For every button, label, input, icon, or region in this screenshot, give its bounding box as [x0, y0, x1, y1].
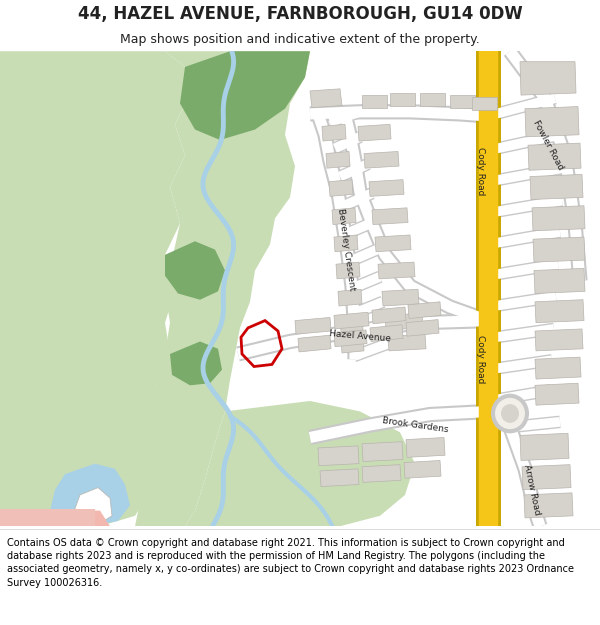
- Polygon shape: [329, 179, 353, 196]
- Polygon shape: [388, 334, 426, 351]
- Polygon shape: [295, 318, 331, 334]
- Polygon shape: [165, 241, 225, 300]
- Polygon shape: [382, 289, 419, 306]
- Text: Brook Gardens: Brook Gardens: [382, 416, 449, 434]
- Polygon shape: [525, 107, 579, 137]
- Text: Hazel Avenue: Hazel Avenue: [329, 329, 391, 343]
- Polygon shape: [524, 493, 573, 518]
- Polygon shape: [420, 93, 445, 106]
- Polygon shape: [336, 262, 360, 279]
- Text: Contains OS data © Crown copyright and database right 2021. This information is : Contains OS data © Crown copyright and d…: [7, 538, 574, 588]
- Text: Fowler Road: Fowler Road: [531, 119, 565, 172]
- Text: Cody Road: Cody Road: [476, 147, 485, 196]
- Polygon shape: [385, 313, 423, 330]
- Polygon shape: [372, 307, 406, 324]
- Text: 44, HAZEL AVENUE, FARNBOROUGH, GU14 0DW: 44, HAZEL AVENUE, FARNBOROUGH, GU14 0DW: [77, 6, 523, 23]
- Text: Cody Road: Cody Road: [476, 335, 485, 383]
- Polygon shape: [334, 235, 358, 252]
- Polygon shape: [50, 464, 130, 526]
- Polygon shape: [0, 511, 110, 526]
- Polygon shape: [534, 268, 585, 294]
- Circle shape: [494, 397, 526, 430]
- Text: Map shows position and indicative extent of the property.: Map shows position and indicative extent…: [120, 34, 480, 46]
- Polygon shape: [535, 329, 583, 351]
- Polygon shape: [341, 336, 364, 353]
- Polygon shape: [528, 143, 581, 170]
- Polygon shape: [535, 383, 579, 405]
- Polygon shape: [532, 206, 585, 231]
- Polygon shape: [522, 464, 571, 490]
- Polygon shape: [450, 95, 475, 108]
- Polygon shape: [170, 341, 222, 386]
- Polygon shape: [340, 316, 363, 332]
- Polygon shape: [322, 124, 346, 141]
- Polygon shape: [75, 488, 112, 523]
- Circle shape: [501, 404, 519, 423]
- Polygon shape: [404, 461, 441, 478]
- Polygon shape: [408, 302, 441, 319]
- Circle shape: [491, 394, 529, 433]
- Polygon shape: [406, 438, 445, 458]
- Polygon shape: [520, 433, 569, 461]
- Polygon shape: [185, 401, 415, 526]
- Polygon shape: [180, 51, 310, 140]
- Polygon shape: [364, 151, 399, 168]
- Polygon shape: [369, 179, 404, 196]
- Text: Arrow Road: Arrow Road: [522, 464, 542, 516]
- Polygon shape: [326, 151, 350, 168]
- Text: Beverley Crescent: Beverley Crescent: [336, 208, 356, 291]
- Polygon shape: [472, 97, 497, 110]
- Polygon shape: [298, 335, 331, 352]
- Polygon shape: [318, 446, 359, 466]
- Polygon shape: [320, 469, 359, 487]
- Polygon shape: [362, 464, 401, 482]
- Polygon shape: [530, 174, 583, 199]
- Polygon shape: [535, 357, 581, 379]
- Polygon shape: [533, 237, 585, 262]
- Polygon shape: [0, 509, 95, 526]
- Polygon shape: [390, 93, 415, 106]
- Polygon shape: [332, 208, 356, 224]
- Polygon shape: [338, 289, 362, 306]
- Polygon shape: [375, 235, 411, 252]
- Polygon shape: [520, 62, 576, 95]
- Polygon shape: [378, 262, 415, 279]
- Polygon shape: [334, 312, 369, 329]
- Polygon shape: [362, 95, 387, 108]
- Polygon shape: [135, 51, 310, 526]
- Polygon shape: [406, 319, 439, 336]
- Polygon shape: [535, 300, 584, 322]
- Polygon shape: [334, 330, 367, 347]
- Polygon shape: [358, 124, 391, 141]
- Polygon shape: [370, 325, 403, 341]
- Polygon shape: [372, 208, 408, 224]
- Polygon shape: [0, 51, 190, 526]
- Polygon shape: [310, 89, 342, 107]
- Polygon shape: [362, 442, 403, 461]
